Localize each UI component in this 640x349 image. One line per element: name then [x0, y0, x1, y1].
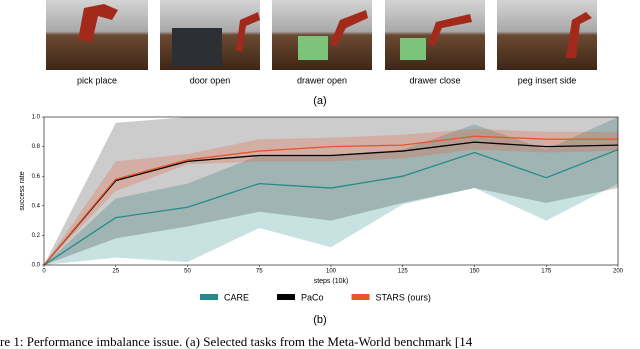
x-tick-label: 150 — [469, 269, 480, 275]
x-tick-label: 200 — [613, 269, 624, 275]
legend-swatch — [351, 294, 370, 300]
y-tick-label: 0.2 — [32, 233, 41, 239]
drawer — [400, 38, 426, 60]
y-axis-label: success rate — [19, 171, 26, 210]
series-line — [44, 135, 618, 265]
legend-label: STARS (ours) — [376, 292, 431, 302]
confidence-band — [44, 117, 618, 265]
x-tick-label: 100 — [326, 269, 337, 275]
task-image — [497, 0, 597, 70]
task-caption: drawer open — [297, 75, 347, 85]
x-tick-label: 50 — [184, 269, 191, 275]
door-box — [172, 28, 222, 66]
robot-arm — [78, 4, 118, 42]
series-line — [44, 141, 618, 265]
robot-arm — [236, 12, 260, 52]
robot-arm — [566, 12, 592, 58]
confidence-band — [44, 128, 618, 265]
x-tick-label: 0 — [42, 269, 46, 275]
panel-label: (b) — [313, 314, 326, 326]
legend-swatch — [277, 294, 296, 300]
plot — [44, 117, 618, 265]
task-caption: pick place — [77, 75, 117, 85]
robot-arm — [428, 14, 472, 46]
y-tick-label: 1.0 — [32, 115, 41, 121]
task-images — [46, 0, 597, 70]
y-tick-label: 0.8 — [32, 144, 41, 150]
series-line — [44, 148, 618, 265]
x-tick-label: 75 — [256, 269, 263, 275]
task-caption: peg insert side — [518, 75, 577, 85]
x-tick-label: 25 — [112, 269, 119, 275]
legend-swatch — [200, 294, 218, 300]
confidence-band — [44, 117, 618, 265]
y-tick-label: 0.0 — [32, 263, 41, 269]
x-axis-label: steps (10k) — [314, 278, 349, 285]
plot-frame — [43, 116, 619, 266]
caption: re 1: Performance imbalance issue. (a) S… — [0, 334, 473, 349]
task-caption: drawer close — [409, 75, 460, 85]
drawer — [298, 36, 328, 60]
robot-arm — [330, 10, 368, 46]
panel-label: (a) — [313, 95, 326, 107]
task-caption: door open — [190, 75, 231, 85]
legend-label: PaCo — [301, 292, 324, 302]
y-tick-label: 0.6 — [32, 174, 41, 180]
x-tick-label: 125 — [398, 269, 409, 275]
y-tick-label: 0.4 — [32, 203, 41, 209]
x-tick-label: 175 — [541, 269, 552, 275]
legend-label: CARE — [224, 292, 249, 302]
